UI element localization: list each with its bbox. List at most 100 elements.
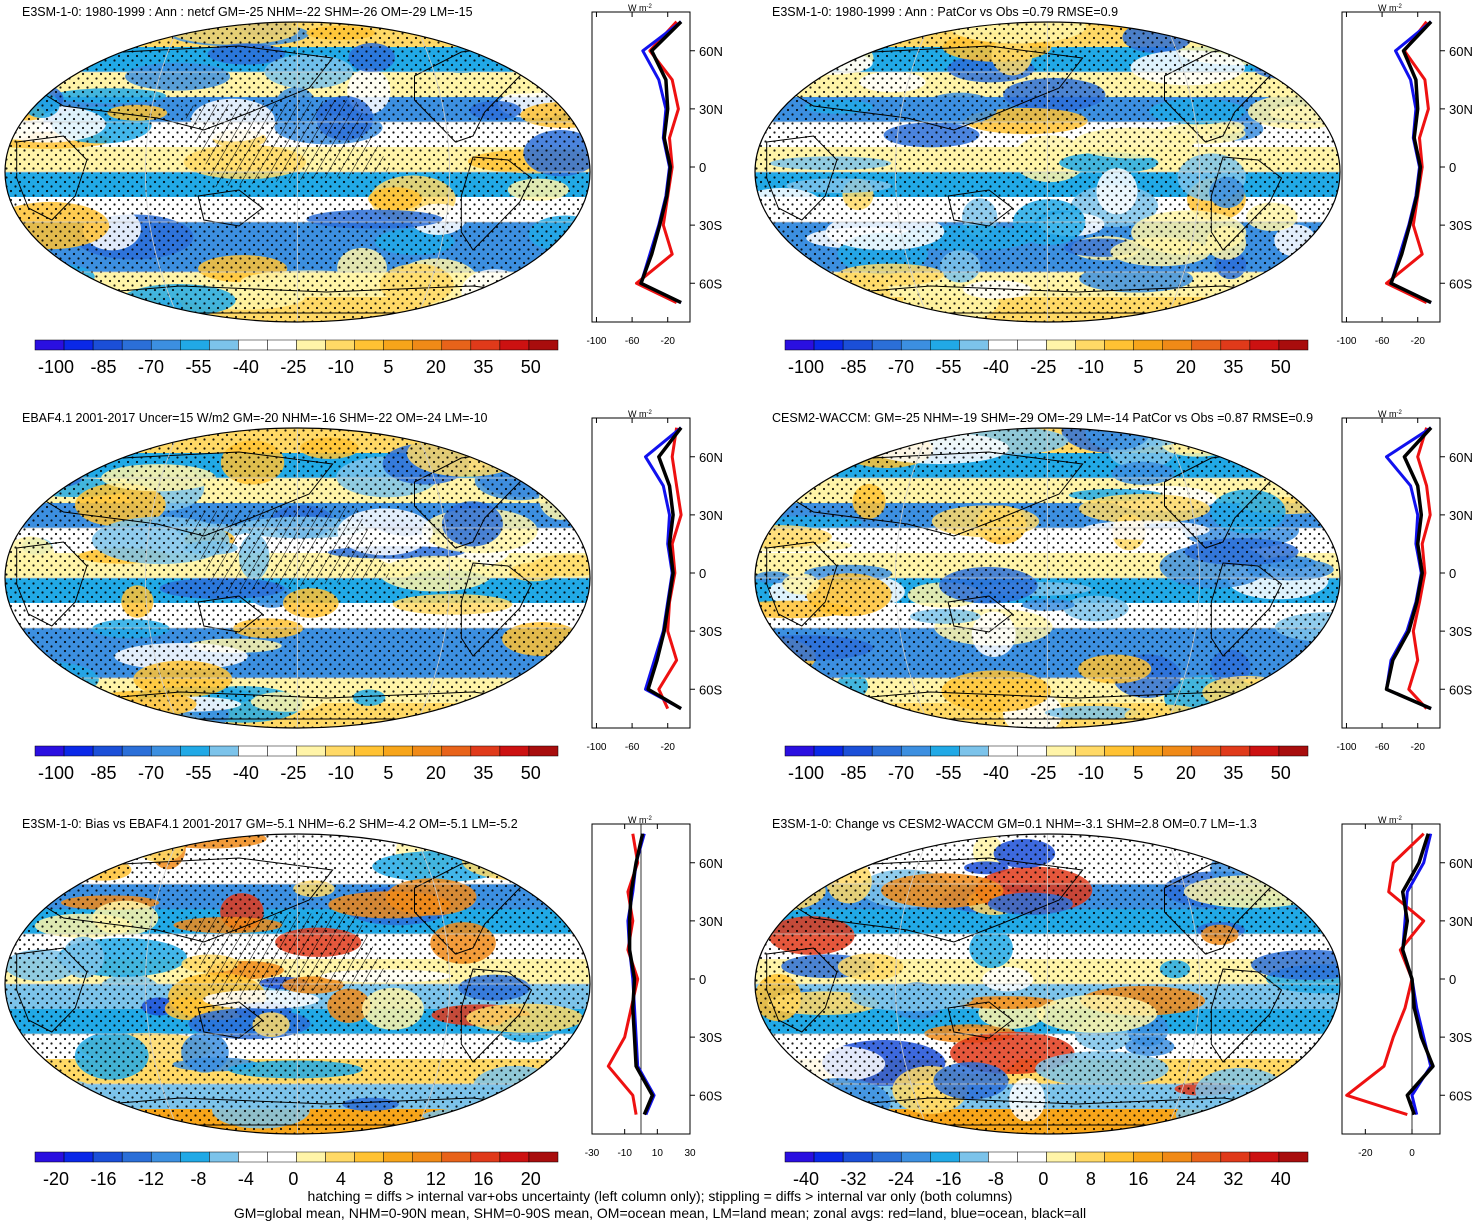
graticule-lon (1164, 834, 1200, 1134)
profile-lat-label: 60S (1449, 276, 1472, 291)
map (755, 834, 1340, 1134)
colorbar-swatch (1191, 1151, 1222, 1163)
profile-unit-exp: -2 (1397, 816, 1403, 822)
profile-lat-label: 30S (1449, 218, 1472, 233)
colorbar-swatch (784, 745, 815, 757)
profile-x-label: -20 (1358, 1148, 1373, 1159)
colorbar-swatch (325, 745, 355, 757)
footer-hatching-note: hatching = diffs > internal var+obs unce… (307, 1188, 1013, 1204)
profile-lat-label: 60S (699, 276, 722, 291)
colorbar-swatch (499, 1151, 530, 1163)
colorbar-tick-label: -55 (185, 357, 211, 377)
colorbar-tick-label: 35 (1223, 763, 1243, 783)
panel-1: E3SM-1-0: 1980-1999 : Ann : netcf GM=-25… (4, 3, 723, 377)
colorbar-tick-label: -70 (138, 357, 164, 377)
colorbar-swatch (1046, 1151, 1076, 1163)
colorbar-tick-label: -70 (888, 763, 914, 783)
profile-unit-exp: -2 (647, 4, 653, 10)
colorbar-tick-label: 20 (1176, 357, 1196, 377)
colorbar-swatch (383, 1151, 413, 1163)
colorbar: -100 -85 -70 -55 -40 -25 -10 5 20 35 50 (34, 745, 559, 783)
field-blob (755, 684, 869, 723)
colorbar-swatch (92, 339, 123, 351)
profile-x-label: -20 (661, 336, 676, 347)
profile-lat-label: 0 (699, 160, 706, 175)
field-blob (755, 1110, 849, 1134)
colorbar-tick-label: -40 (233, 357, 259, 377)
colorbar-tick-label: -70 (888, 357, 914, 377)
profile-all-line (646, 426, 683, 711)
zonal-profile: W m-2 60N 30N 0 30S 60S -30 -10 10 30 (585, 815, 723, 1159)
profile-lat-label: 30N (699, 914, 723, 929)
colorbar-swatch (470, 745, 501, 757)
colorbar-swatch (1046, 339, 1076, 351)
colorbar-tick-label: 5 (1133, 357, 1143, 377)
coastline-1 (460, 968, 533, 1063)
coastline-2 (16, 947, 88, 1033)
map (755, 428, 1340, 728)
colorbar-tick-label: 20 (426, 357, 446, 377)
field-blob (5, 22, 47, 39)
profile-lat-label: 60N (1449, 44, 1473, 59)
colorbar-swatch (930, 1151, 960, 1163)
colorbar-swatch (209, 1151, 239, 1163)
profile-unit: W m-2 (628, 815, 652, 825)
colorbar-tick-label: 5 (383, 357, 393, 377)
graticule-lon (895, 428, 931, 728)
coastline-3 (33, 45, 334, 131)
colorbar-swatch (354, 339, 384, 351)
colorbar-swatch (813, 745, 844, 757)
colorbar-swatch (1104, 745, 1134, 757)
profile-lat-label: 60N (1449, 450, 1473, 465)
panel-6: E3SM-1-0: Change vs CESM2-WACCM GM=0.1 N… (754, 815, 1473, 1189)
profile-lat-label: 30S (1449, 1030, 1472, 1045)
panel-title: EBAF4.1 2001-2017 Uncer=15 W/m2 GM=-20 N… (22, 411, 488, 425)
map (5, 428, 590, 728)
colorbar-swatch (325, 1151, 355, 1163)
panel-2: E3SM-1-0: 1980-1999 : Ann : PatCor vs Ob… (754, 3, 1473, 377)
coastline-3 (783, 451, 1084, 537)
coastline-2 (16, 541, 88, 627)
coastline-4 (947, 1001, 1014, 1039)
colorbar-swatch (1249, 1151, 1280, 1163)
field-blob (5, 834, 98, 844)
coastline-4 (197, 1001, 264, 1039)
colorbar-swatch (267, 1151, 297, 1163)
colorbar-tick-label: 35 (473, 763, 493, 783)
graticule-lon (895, 22, 931, 322)
graticule-lon (1164, 22, 1200, 322)
profile-x-label: 30 (684, 1148, 696, 1159)
colorbar-tick-label: -10 (1078, 357, 1104, 377)
map-border (4, 833, 591, 1135)
colorbar-tick-label: -12 (138, 1169, 164, 1189)
field-blob (755, 276, 784, 296)
field-blob (467, 29, 537, 48)
field-blob (5, 263, 48, 306)
profile-lat-label: 30S (699, 624, 722, 639)
colorbar-swatch (959, 339, 989, 351)
coastline-1 (460, 562, 533, 657)
graticule-lon (145, 428, 181, 728)
colorbar-swatch (63, 745, 94, 757)
graticule-lon (414, 22, 450, 322)
profile-unit: W m-2 (1378, 3, 1402, 13)
colorbar-tick-label: 16 (1128, 1169, 1148, 1189)
coastline-3 (33, 451, 334, 537)
colorbar-tick-label: 0 (1038, 1169, 1048, 1189)
colorbar-swatch (296, 745, 326, 757)
profile-x-label: -100 (1336, 742, 1356, 753)
colorbar-swatch (1104, 1151, 1134, 1163)
graticule-lon (895, 834, 931, 1134)
colorbar-tick-label: -10 (328, 763, 354, 783)
colorbar-tick-label: -85 (840, 763, 866, 783)
coastline-2 (766, 947, 838, 1033)
coastline-3 (33, 857, 334, 943)
profile-lat-label: 30S (699, 1030, 722, 1045)
colorbar-swatch (63, 339, 94, 351)
colorbar-swatch (1017, 745, 1047, 757)
colorbar-swatch (1017, 1151, 1047, 1163)
colorbar-tick-label: 50 (1271, 763, 1291, 783)
coastline-2 (766, 541, 838, 627)
profile-lat-label: 60S (699, 682, 722, 697)
profile-lat-label: 30N (1449, 508, 1473, 523)
